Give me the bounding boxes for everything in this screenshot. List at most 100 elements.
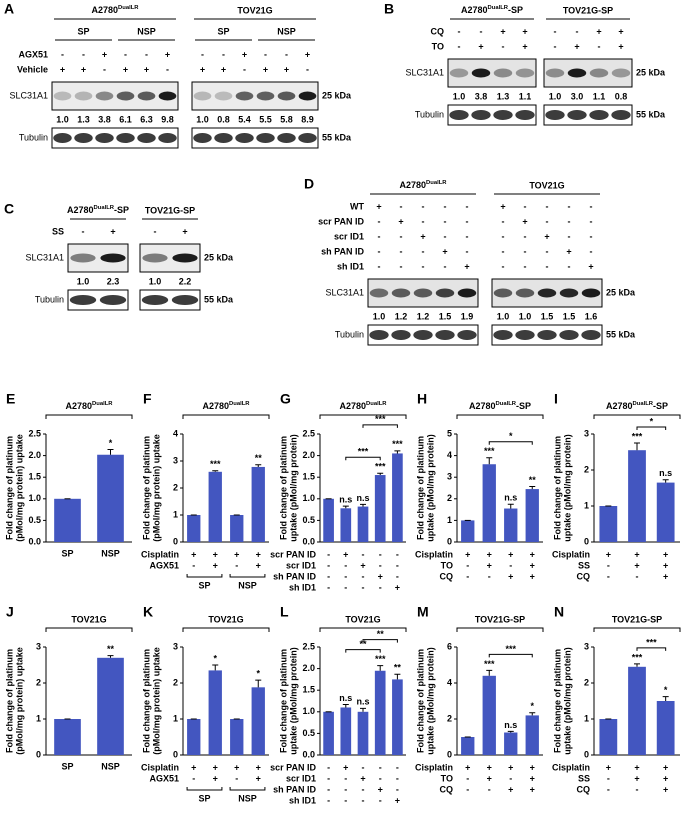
significance: *** bbox=[505, 644, 516, 654]
bar bbox=[54, 719, 81, 755]
band-value: 2.3 bbox=[107, 276, 120, 286]
condition-name: scr PAN ID bbox=[270, 549, 316, 559]
y-tick-label: 2 bbox=[447, 493, 452, 503]
significance: * bbox=[664, 685, 668, 695]
protein-band bbox=[369, 288, 389, 298]
condition-sign: + bbox=[360, 560, 365, 570]
condition-sign: + bbox=[395, 582, 400, 592]
bar bbox=[251, 687, 265, 755]
treatment-sign: + bbox=[420, 231, 425, 241]
title-part: A2780 bbox=[66, 401, 93, 411]
condition-name: sh ID1 bbox=[289, 582, 316, 592]
bar bbox=[656, 482, 675, 542]
chart-title: A2780DualLR bbox=[340, 401, 388, 412]
protein-band bbox=[581, 288, 601, 298]
condition-sign: - bbox=[466, 784, 469, 794]
panel-label: B bbox=[384, 1, 394, 17]
y-tick-label: 0.5 bbox=[28, 515, 41, 525]
treatment-sign: - bbox=[222, 49, 225, 59]
chart-title: A2780DualLR bbox=[66, 401, 114, 412]
treatment-sign: - bbox=[480, 26, 483, 36]
treatment-sign: - bbox=[378, 246, 381, 256]
protein-band bbox=[493, 288, 513, 298]
bar bbox=[323, 498, 334, 542]
condition-sign: - bbox=[235, 560, 238, 570]
condition-sign: + bbox=[530, 549, 535, 559]
condition-sign: + bbox=[487, 549, 492, 559]
band-value: 5.5 bbox=[259, 114, 272, 124]
x-tick-label: SP bbox=[61, 761, 73, 771]
condition-sign: + bbox=[530, 773, 535, 783]
condition-name: AGX51 bbox=[149, 773, 179, 783]
protein-band bbox=[457, 288, 477, 298]
protein-band bbox=[95, 91, 114, 101]
condition-sign: - bbox=[607, 773, 610, 783]
condition-name: SS bbox=[578, 773, 590, 783]
treatment-sign: + bbox=[596, 26, 601, 36]
protein-band bbox=[142, 253, 168, 263]
condition-name: sh PAN ID bbox=[273, 784, 316, 794]
y-axis-label: Fold change of platinum bbox=[278, 649, 288, 753]
y-axis-label: uptake (pMol/mg protein) bbox=[562, 647, 572, 755]
treatment-sign: - bbox=[378, 216, 381, 226]
tubulin-band bbox=[493, 330, 513, 340]
significance: *** bbox=[646, 637, 657, 647]
error-bar bbox=[360, 707, 366, 712]
band-value: 0.8 bbox=[217, 114, 230, 124]
protein-band bbox=[70, 253, 96, 263]
title-rule bbox=[182, 414, 270, 419]
y-tick-label: 0.5 bbox=[302, 728, 315, 738]
bar bbox=[340, 707, 352, 755]
significance-bracket bbox=[636, 426, 667, 430]
bar bbox=[504, 732, 518, 755]
treatment-sign: - bbox=[444, 216, 447, 226]
condition-sign: - bbox=[488, 571, 491, 581]
tubulin-band bbox=[589, 110, 609, 120]
condition-sign: - bbox=[379, 762, 382, 772]
condition-sign: + bbox=[530, 784, 535, 794]
band-value: 1.0 bbox=[77, 276, 90, 286]
condition-sign: - bbox=[396, 762, 399, 772]
y-tick-label: 2 bbox=[173, 677, 178, 687]
band-name: SLC31A1 bbox=[25, 252, 64, 262]
treatment-sign: - bbox=[590, 216, 593, 226]
treatment-sign: - bbox=[400, 201, 403, 211]
y-tick-label: 4 bbox=[173, 428, 178, 438]
condition-sign: + bbox=[663, 784, 668, 794]
treatment-sign: - bbox=[546, 216, 549, 226]
subgroup-label: SP bbox=[77, 26, 89, 36]
y-tick-label: 1.0 bbox=[28, 493, 41, 503]
tubulin-band bbox=[256, 133, 275, 143]
significance: n.s bbox=[504, 493, 517, 503]
kda-label: 55 kDa bbox=[204, 294, 234, 304]
band-value: 1.0 bbox=[373, 311, 386, 321]
protein-band bbox=[493, 68, 513, 78]
condition-sign: - bbox=[509, 560, 512, 570]
y-tick-label: 0 bbox=[447, 749, 452, 759]
treatment-sign: - bbox=[145, 49, 148, 59]
condition-name: sh ID1 bbox=[289, 795, 316, 805]
bar bbox=[230, 719, 244, 755]
y-tick-label: 2 bbox=[584, 464, 589, 474]
significance: * bbox=[530, 701, 534, 711]
treatment-sign: + bbox=[242, 49, 247, 59]
treatment-sign: - bbox=[590, 246, 593, 256]
treatment-sign: - bbox=[422, 216, 425, 226]
title-part: A2780 bbox=[606, 401, 633, 411]
tubulin-band bbox=[611, 110, 631, 120]
protein-band bbox=[611, 68, 631, 78]
kda-label: 55 kDa bbox=[322, 132, 352, 142]
panel-label: F bbox=[143, 391, 152, 407]
condition-sign: - bbox=[379, 773, 382, 783]
treatment-sign: - bbox=[378, 231, 381, 241]
protein-band bbox=[589, 68, 609, 78]
significance: n.s bbox=[356, 493, 369, 503]
treatment-sign: - bbox=[82, 226, 85, 236]
error-bar bbox=[394, 673, 401, 680]
treatment-sign: - bbox=[422, 201, 425, 211]
bar bbox=[628, 666, 646, 755]
significance: *** bbox=[358, 447, 369, 457]
condition-sign: - bbox=[344, 582, 347, 592]
tubulin-band bbox=[537, 330, 557, 340]
